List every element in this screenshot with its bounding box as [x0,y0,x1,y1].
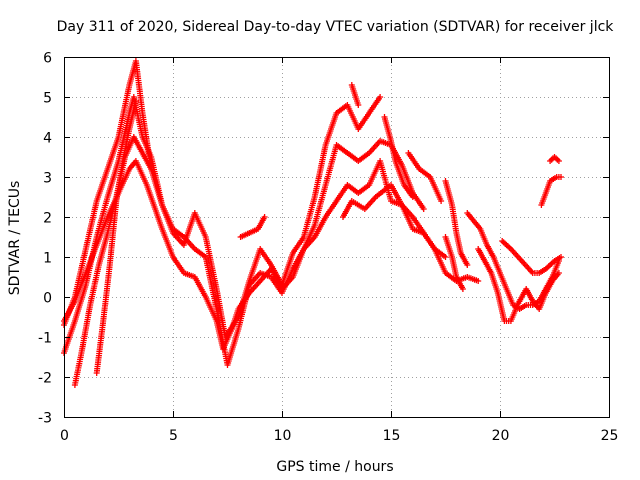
series-track-12 [442,234,466,292]
series-track-7 [340,182,482,284]
y-tick-label: 4 [43,131,52,147]
data-point [555,270,562,276]
plot-frame [64,57,610,418]
data-point [558,174,564,180]
y-tick-label: 6 [43,51,52,67]
data-point [409,194,416,200]
y-tick-label: -2 [38,371,52,387]
x-tick-label: 5 [169,428,178,444]
data-point [355,102,362,108]
series-track-15 [499,238,564,276]
axis-ticks [64,57,610,418]
x-tick-label: 0 [60,428,69,444]
data-point [555,158,562,164]
data-point [464,262,471,268]
series-track-14 [475,246,562,324]
x-axis-label: GPS time / hours [276,459,393,475]
data-point [148,166,155,172]
data-point [132,98,139,104]
y-tick-label: -3 [38,411,52,427]
data-point [438,198,445,204]
data-point [442,254,449,260]
series-track-13 [464,210,562,312]
series-track-10 [405,150,445,204]
x-tick-label: 25 [601,428,619,444]
series-track-6 [237,214,268,240]
x-tick-label: 20 [492,428,510,444]
y-tick-label: -1 [38,331,52,347]
data-marks [61,58,564,388]
series-track-8 [348,82,362,108]
data-point [459,286,466,292]
data-point [420,206,427,212]
x-tick-label: 15 [383,428,401,444]
series-track-5 [93,98,139,376]
data-point [558,254,564,260]
y-tick-label: 5 [43,91,52,107]
data-point [475,278,482,284]
series-track-9 [381,114,416,200]
x-tick-label: 10 [274,428,292,444]
series-track-16 [538,174,564,208]
data-point [377,94,384,100]
y-tick-label: 2 [43,211,52,227]
series-track-11 [442,178,471,268]
y-axis-label: SDTVAR / TECUs [7,181,23,296]
y-tick-label: 0 [43,291,52,307]
data-point [261,214,268,220]
series-track-17 [547,154,562,164]
y-tick-label: 1 [43,251,52,267]
y-tick-label: 3 [43,171,52,187]
tick-labels: 0 5 10 15 20 25 -3 -2 -1 0 1 2 3 4 5 6 [38,51,618,445]
chart-title: Day 311 of 2020, Sidereal Day-to-day VTE… [57,19,615,35]
